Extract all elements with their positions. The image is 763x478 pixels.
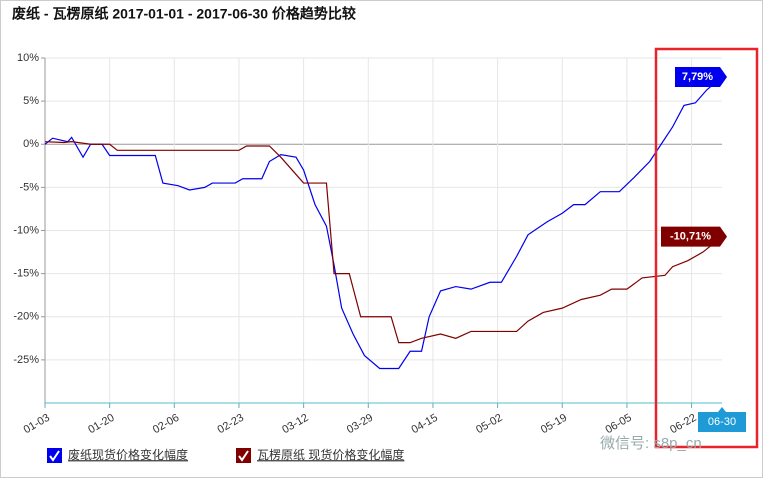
y-tick-label: -10%	[13, 224, 39, 236]
legend-item[interactable]: 瓦楞原纸 现货价格变化幅度	[236, 447, 404, 463]
x-tick-label: 02-23	[216, 412, 246, 436]
x-tick-label: 02-06	[151, 412, 181, 436]
x-tick-label: 05-19	[539, 412, 569, 436]
x-tick-label: 01-20	[86, 412, 116, 436]
grid: -25% -20% -15% -10% -5% 0% 5% 10% 01-03 01-20 02-0…	[13, 52, 722, 436]
end-date-box	[698, 407, 746, 432]
y-tick-label: 5%	[23, 95, 39, 107]
labels: 06-30 7,79% -10,71%	[661, 67, 746, 432]
value-label: -10,71%	[670, 231, 711, 243]
end-date-label: 06-30	[708, 416, 736, 428]
value-label: 7,79%	[682, 71, 713, 83]
y-tick-label: -5%	[19, 181, 39, 193]
series-line	[44, 76, 723, 370]
y-tick-label: -15%	[13, 268, 39, 280]
x-tick-label: 06-05	[603, 412, 633, 436]
legend-swatch[interactable]	[236, 448, 251, 463]
chart-title: 废纸 - 瓦楞原纸 2017-01-01 - 2017-06-30 价格趋势比较	[12, 6, 356, 22]
x-tick-label: 01-03	[22, 412, 52, 436]
series-line	[44, 141, 723, 344]
value-label-box	[675, 67, 727, 88]
legend-label[interactable]: 瓦楞原纸 现货价格变化幅度	[257, 447, 404, 462]
legend-swatch[interactable]	[47, 448, 62, 463]
y-tick-label: -25%	[13, 354, 39, 366]
x-tick-label: 03-29	[345, 412, 375, 436]
highlight-box	[654, 47, 759, 449]
legend-check[interactable]	[238, 450, 249, 462]
y-tick-label: -20%	[13, 311, 39, 323]
x-tick-label: 05-02	[474, 412, 504, 436]
x-tick-label: 04-15	[410, 412, 440, 436]
legend-label[interactable]: 废纸现货价格变化幅度	[68, 447, 188, 462]
watermark: 微信号: s8p_cn	[600, 435, 702, 452]
y-tick-label: 10%	[17, 52, 39, 64]
legend-check[interactable]	[49, 450, 60, 462]
x-tick-label: 06-22	[668, 412, 698, 436]
lines	[44, 76, 723, 370]
legend-item[interactable]: 废纸现货价格变化幅度	[47, 447, 188, 463]
value-label-box	[661, 226, 727, 247]
y-tick-label: 0%	[23, 138, 39, 150]
x-tick-label: 03-12	[280, 412, 310, 436]
